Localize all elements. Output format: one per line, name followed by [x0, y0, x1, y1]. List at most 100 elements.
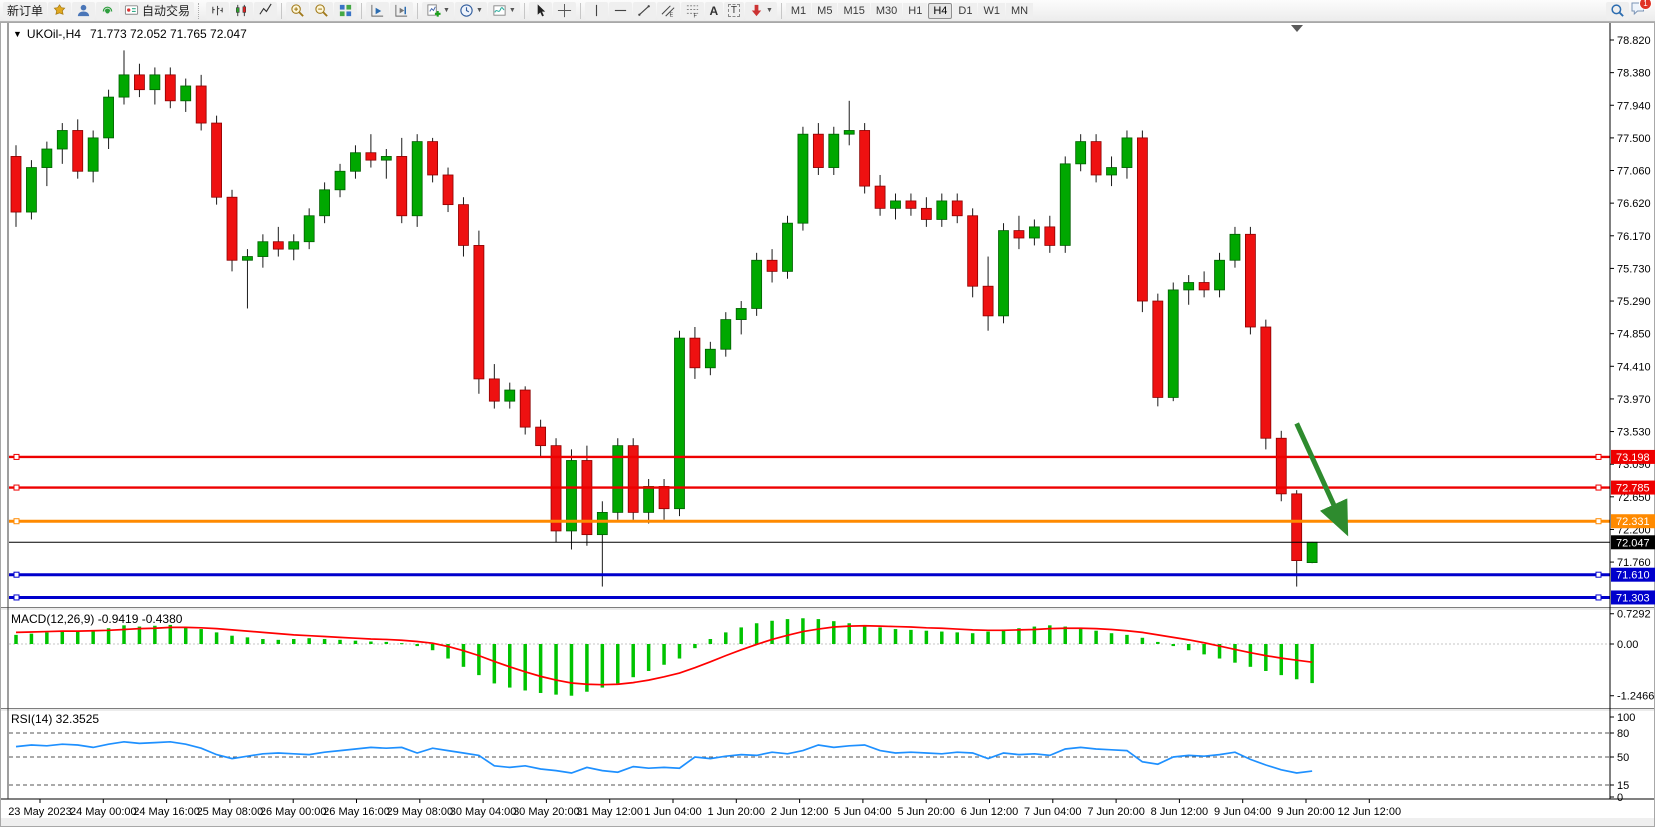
timeframe-d1[interactable]: D1 [953, 2, 978, 19]
candle-up [797, 133, 809, 224]
candlestick-mode-icon[interactable] [230, 1, 254, 20]
line-handle [1595, 571, 1602, 578]
timeframe-h1[interactable]: H1 [903, 2, 928, 19]
chevron-down-icon: ▼ [475, 7, 483, 14]
vertical-line-tool-icon[interactable] [584, 1, 608, 20]
horizontal-line-tool-icon[interactable] [608, 1, 632, 20]
timeframe-w1[interactable]: W1 [978, 2, 1005, 19]
user-profile-icon[interactable] [72, 1, 96, 20]
notifications-button[interactable]: 1 [1630, 0, 1652, 21]
time-tick-label: 2 Jun 12:00 [771, 806, 829, 818]
svg-text:F: F [693, 14, 697, 18]
candle-down [1152, 300, 1164, 398]
candle-down [967, 215, 979, 287]
macd-bar [955, 632, 959, 644]
candle-down [473, 245, 485, 380]
price-tag-label: 73.198 [1616, 452, 1650, 464]
price-tag [1611, 480, 1655, 495]
timeframe-mn[interactable]: MN [1005, 2, 1034, 19]
macd-bar [1125, 634, 1129, 644]
candle-up [26, 167, 37, 213]
candle-up [596, 511, 608, 536]
timeframe-m30[interactable]: M30 [870, 2, 903, 19]
timeframe-h4[interactable]: H4 [928, 2, 953, 19]
auto-trading-button[interactable]: 自动交易 [120, 1, 195, 20]
svg-text:E: E [669, 13, 673, 18]
price-tick-label: 77.500 [1617, 133, 1651, 145]
shapes-tool-button[interactable]: ▼ [744, 1, 777, 20]
candle-down [226, 196, 238, 261]
macd-bar [1094, 630, 1098, 644]
macd-bar [322, 639, 327, 644]
channel-tool-icon[interactable]: E [656, 1, 680, 20]
chart-step-icon[interactable] [390, 1, 414, 20]
signal-icon[interactable] [96, 1, 120, 20]
macd-bar [878, 627, 882, 644]
candle-down [272, 241, 284, 250]
macd-bar [554, 644, 558, 695]
zoom-in-icon[interactable] [286, 1, 310, 20]
line-chart-mode-icon[interactable] [254, 1, 278, 20]
auto-trading-icon [124, 5, 139, 15]
timeframe-m1[interactable]: M1 [785, 2, 812, 19]
macd-bar [538, 644, 543, 693]
rsi-tick-label: 0 [1617, 792, 1623, 804]
period-clock-button[interactable]: ▼ [454, 1, 487, 20]
line-handle [13, 594, 20, 601]
indicator-window-button[interactable]: ▼ [487, 1, 520, 20]
cursor-tool-icon[interactable] [528, 1, 552, 20]
candle-down [1198, 282, 1210, 291]
candle-down [905, 200, 917, 209]
crosshair-tool-icon[interactable] [552, 1, 576, 20]
price-chart[interactable]: 78.820 78.380 77.940 77.500 77.060 76.620 76.1… [0, 22, 1655, 827]
tile-windows-icon[interactable] [334, 1, 358, 20]
zoom-out-icon[interactable] [310, 1, 334, 20]
timeframe-m5[interactable]: M5 [812, 2, 838, 19]
candle-down [920, 207, 932, 220]
chart-play-icon[interactable] [366, 1, 390, 20]
new-order-button[interactable]: 新订单 [3, 1, 48, 20]
seal-icon[interactable] [48, 1, 72, 20]
candle-down [72, 130, 84, 172]
candle-up [674, 337, 685, 510]
macd-bar [230, 635, 234, 644]
candle-up [118, 74, 130, 98]
macd-bar [646, 644, 651, 671]
text-tool-icon[interactable]: A [704, 1, 723, 20]
candle-up [643, 486, 655, 513]
macd-bar [60, 630, 65, 644]
macd-bar [940, 631, 944, 644]
new-chart-button[interactable]: ▼ [422, 1, 454, 20]
macd-bar [415, 644, 419, 647]
macd-bar [847, 623, 851, 644]
candle-up [828, 133, 840, 168]
macd-bar [369, 641, 373, 644]
time-tick-label: 9 Jun 04:00 [1214, 806, 1272, 818]
macd-bar [1264, 644, 1268, 671]
macd-bar [677, 644, 682, 659]
macd-bar [384, 641, 389, 644]
candle-down [1291, 493, 1303, 562]
time-tick-label: 7 Jun 04:00 [1024, 806, 1082, 818]
trendline-tool-icon[interactable] [632, 1, 656, 20]
fibonacci-tool-icon[interactable]: F [680, 1, 704, 20]
line-handle [13, 518, 20, 525]
timeframe-m15[interactable]: M15 [838, 2, 870, 19]
macd-bar [1279, 644, 1284, 676]
price-tick-label: 73.970 [1617, 394, 1651, 406]
toolbar-separator [780, 2, 782, 19]
search-icon[interactable] [1606, 1, 1629, 20]
price-tag-label: 72.331 [1616, 516, 1650, 528]
candle-up [1028, 226, 1040, 239]
time-tick-label: 23 May 2023 [8, 806, 72, 818]
bar-chart-mode-icon[interactable] [206, 1, 230, 20]
line-handle [1595, 518, 1602, 525]
macd-bar [1048, 625, 1052, 644]
candle-up [1121, 137, 1133, 168]
price-tag-label: 72.785 [1616, 483, 1650, 495]
line-handle [1595, 453, 1602, 460]
time-tick-label: 24 May 16:00 [133, 806, 200, 818]
label-tool-icon[interactable]: T [723, 1, 744, 20]
macd-bar [569, 644, 574, 696]
chevron-down-icon: ▼ [508, 7, 516, 14]
